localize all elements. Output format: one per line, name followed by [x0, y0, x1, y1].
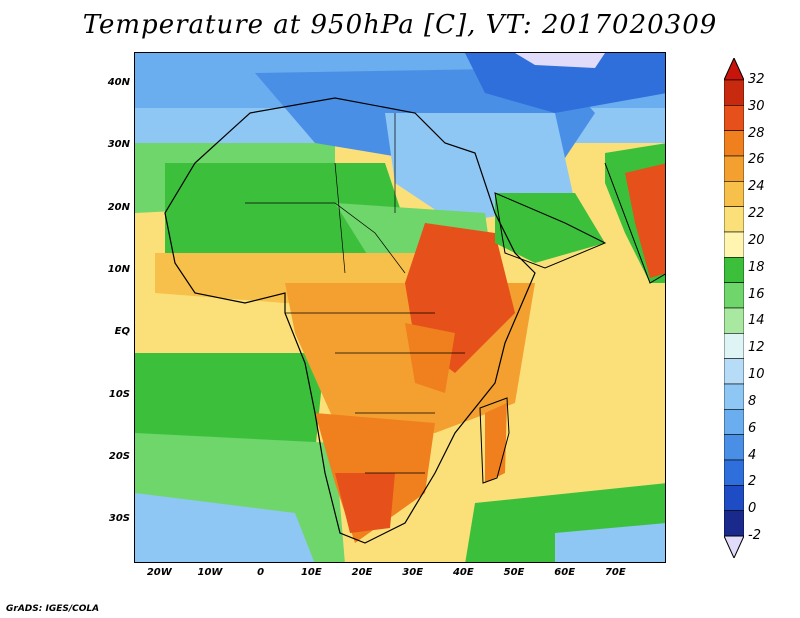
lat-tick-label: 10S	[108, 388, 130, 400]
turkey-cold	[465, 53, 665, 113]
colorbar-segment	[724, 181, 744, 207]
colorbar-level-label: -2	[748, 528, 761, 543]
colorbar-segment	[724, 79, 744, 106]
colorbar-level-label: 30	[748, 98, 765, 114]
south-indian-cool	[555, 523, 665, 562]
colorbar-level-label: 8	[748, 393, 757, 409]
colorbar-over-triangle	[724, 58, 744, 81]
lon-tick-label: 10W	[197, 567, 223, 578]
lon-tick-label: 30E	[402, 567, 424, 578]
lat-tick-label: 30N	[107, 139, 130, 151]
colorbar	[724, 58, 744, 558]
india-coastline	[604, 162, 665, 284]
map-title: Temperature at 950hPa [C], VT: 201702030…	[82, 10, 718, 40]
lon-tick-label: 40E	[452, 567, 474, 578]
colorbar-level-label: 28	[748, 125, 765, 141]
colorbar-level-label: 26	[748, 152, 765, 168]
madagascar	[485, 403, 507, 483]
colorbar-level-label: 20	[748, 232, 765, 248]
colorbar-segment	[724, 459, 744, 486]
colorbar-segment	[724, 307, 744, 334]
colorbar-level-label: 2	[748, 474, 757, 490]
colorbar-segment	[724, 510, 744, 537]
lon-tick-label: 20E	[351, 567, 373, 578]
lat-tick-label: EQ	[114, 326, 130, 338]
country-borders	[245, 113, 465, 474]
lon-tick-label: 70E	[604, 567, 626, 578]
south-atlantic-cool	[135, 493, 315, 562]
colorbar-segment	[724, 282, 744, 309]
lat-tick-label: 40N	[107, 77, 130, 89]
lon-tick-label: 0	[257, 567, 265, 578]
colorbar-segment	[724, 231, 744, 258]
colorbar-segment	[724, 434, 744, 461]
colorbar-level-label: 32	[748, 72, 765, 87]
great-lakes-warm	[405, 323, 455, 393]
lon-tick-label: 60E	[554, 567, 576, 578]
temperature-field	[135, 53, 665, 562]
map-frame	[134, 52, 666, 563]
africa-coastline	[164, 97, 536, 544]
colorbar-level-label: 24	[748, 179, 765, 195]
colorbar-level-label: 10	[748, 367, 765, 383]
colorbar-segment	[724, 358, 744, 385]
colorbar-segment	[724, 409, 744, 435]
lat-tick-label: 30S	[108, 513, 130, 525]
colorbar-level-label: 12	[748, 340, 765, 356]
lon-tick-label: 50E	[503, 567, 525, 578]
credit: GrADS: IGES/COLA	[6, 604, 100, 614]
colorbar-segment	[724, 257, 744, 283]
colorbar-segment	[724, 333, 744, 359]
colorbar-level-label: 16	[748, 286, 765, 302]
colorbar-level-label: 18	[748, 259, 765, 275]
arabia-coastline	[494, 192, 607, 269]
lon-tick-label: 10E	[300, 567, 322, 578]
madagascar-coastline	[479, 397, 510, 484]
lon-tick-label: 20W	[146, 567, 172, 578]
india-hot	[625, 163, 665, 278]
lat-tick-label: 20N	[107, 201, 130, 213]
lat-tick-label: 20S	[108, 451, 130, 463]
colorbar-segment	[724, 383, 744, 410]
colorbar-under-triangle	[724, 535, 744, 558]
colorbar-segment	[724, 206, 744, 233]
colorbar-level-label: 0	[748, 501, 757, 517]
south-africa-hot	[335, 473, 395, 533]
sahel-green	[165, 163, 415, 273]
colorbar-level-label: 14	[748, 313, 765, 329]
lat-tick-label: 10N	[107, 264, 130, 276]
colorbar-segment	[724, 485, 744, 511]
arabian-green	[495, 193, 605, 263]
colorbar-segment	[724, 155, 744, 182]
colorbar-level-label: 22	[748, 206, 765, 222]
colorbar-level-label: 6	[748, 420, 757, 436]
colorbar-segment	[724, 105, 744, 131]
black-sea-cold	[515, 53, 605, 68]
colorbar-segment	[724, 130, 744, 157]
colorbar-level-label: 4	[748, 447, 757, 463]
